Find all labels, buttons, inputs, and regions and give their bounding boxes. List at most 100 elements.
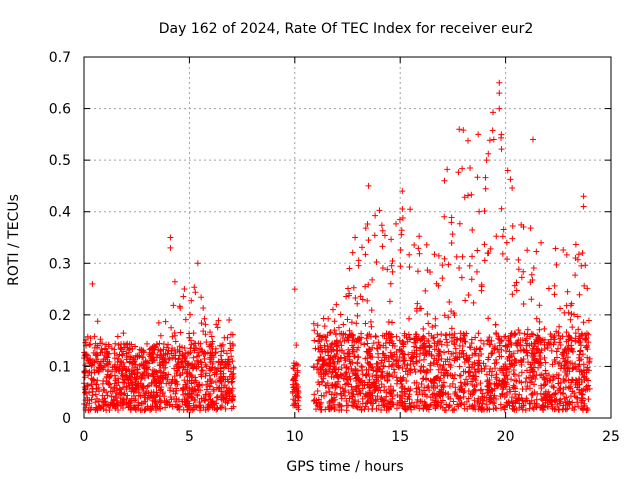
data-point: [359, 364, 366, 371]
data-point: [560, 247, 567, 254]
data-point: [314, 330, 321, 337]
data-point: [470, 372, 477, 379]
data-point: [380, 362, 387, 369]
data-point: [540, 381, 547, 388]
data-point: [367, 361, 374, 368]
data-point: [114, 397, 121, 404]
data-point: [506, 386, 513, 393]
data-point: [513, 378, 520, 385]
data-point: [529, 404, 536, 411]
data-point: [350, 368, 357, 375]
data-point: [403, 378, 410, 385]
data-point: [512, 331, 519, 338]
data-point: [150, 371, 157, 378]
data-point: [350, 334, 357, 341]
data-point: [572, 241, 579, 248]
data-point: [225, 362, 232, 369]
data-point: [328, 373, 335, 380]
data-point: [350, 398, 357, 405]
data-point: [181, 353, 188, 360]
data-point: [391, 342, 398, 349]
data-point: [428, 401, 435, 408]
data-point: [343, 397, 350, 404]
data-point: [134, 370, 141, 377]
data-point: [221, 364, 228, 371]
data-point: [185, 403, 192, 410]
data-point: [427, 377, 434, 384]
data-point: [505, 399, 512, 406]
data-point: [552, 245, 559, 252]
data-point: [493, 380, 500, 387]
data-point: [429, 323, 436, 330]
data-point: [89, 392, 96, 399]
data-point: [562, 405, 569, 412]
data-point: [86, 356, 93, 363]
data-point: [467, 344, 474, 351]
data-point: [441, 255, 448, 262]
data-point: [157, 387, 164, 394]
data-point: [387, 349, 394, 356]
data-point: [369, 276, 376, 283]
data-point: [366, 360, 373, 367]
data-point: [498, 146, 505, 153]
data-point: [362, 225, 369, 232]
data-point: [424, 367, 431, 374]
data-point: [169, 333, 176, 340]
data-point: [126, 359, 133, 366]
data-point: [162, 404, 169, 411]
data-point: [439, 397, 446, 404]
data-point: [466, 364, 473, 371]
data-point: [456, 342, 463, 349]
data-point: [149, 358, 156, 365]
data-point: [364, 221, 371, 228]
data-point: [472, 334, 479, 341]
data-point: [82, 386, 89, 393]
data-point: [490, 394, 497, 401]
data-point: [586, 358, 593, 365]
data-point: [378, 359, 385, 366]
x-tick-label: 25: [602, 429, 620, 445]
data-point: [197, 340, 204, 347]
data-point: [478, 365, 485, 372]
data-point: [106, 373, 113, 380]
data-point: [227, 368, 234, 375]
data-point: [314, 322, 321, 329]
data-point: [528, 296, 535, 303]
data-point: [417, 398, 424, 405]
data-point: [100, 356, 107, 363]
data-point: [213, 367, 220, 374]
data-point: [148, 345, 155, 352]
data-point: [345, 334, 352, 341]
data-point: [442, 358, 449, 365]
data-point: [578, 356, 585, 363]
data-point: [536, 326, 543, 333]
data-point: [213, 400, 220, 407]
data-point: [385, 405, 392, 412]
data-point: [485, 356, 492, 363]
data-point: [451, 341, 458, 348]
data-point: [343, 293, 350, 300]
data-point: [427, 360, 434, 367]
data-point: [230, 393, 237, 400]
data-point: [498, 390, 505, 397]
data-point: [460, 335, 467, 342]
data-point: [536, 302, 543, 309]
data-point: [465, 356, 472, 363]
data-point: [583, 335, 590, 342]
data-point: [403, 365, 410, 372]
data-point: [518, 274, 525, 281]
data-point: [475, 131, 482, 138]
data-point: [333, 351, 340, 358]
data-point: [362, 251, 369, 258]
data-point: [328, 397, 335, 404]
data-point: [485, 337, 492, 344]
data-point: [555, 371, 562, 378]
data-point: [311, 327, 318, 334]
data-point: [551, 406, 558, 413]
data-point: [513, 279, 520, 286]
data-point: [532, 357, 539, 364]
data-point: [527, 225, 534, 232]
data-point: [119, 352, 126, 359]
data-point: [230, 403, 237, 410]
data-point: [92, 391, 99, 398]
